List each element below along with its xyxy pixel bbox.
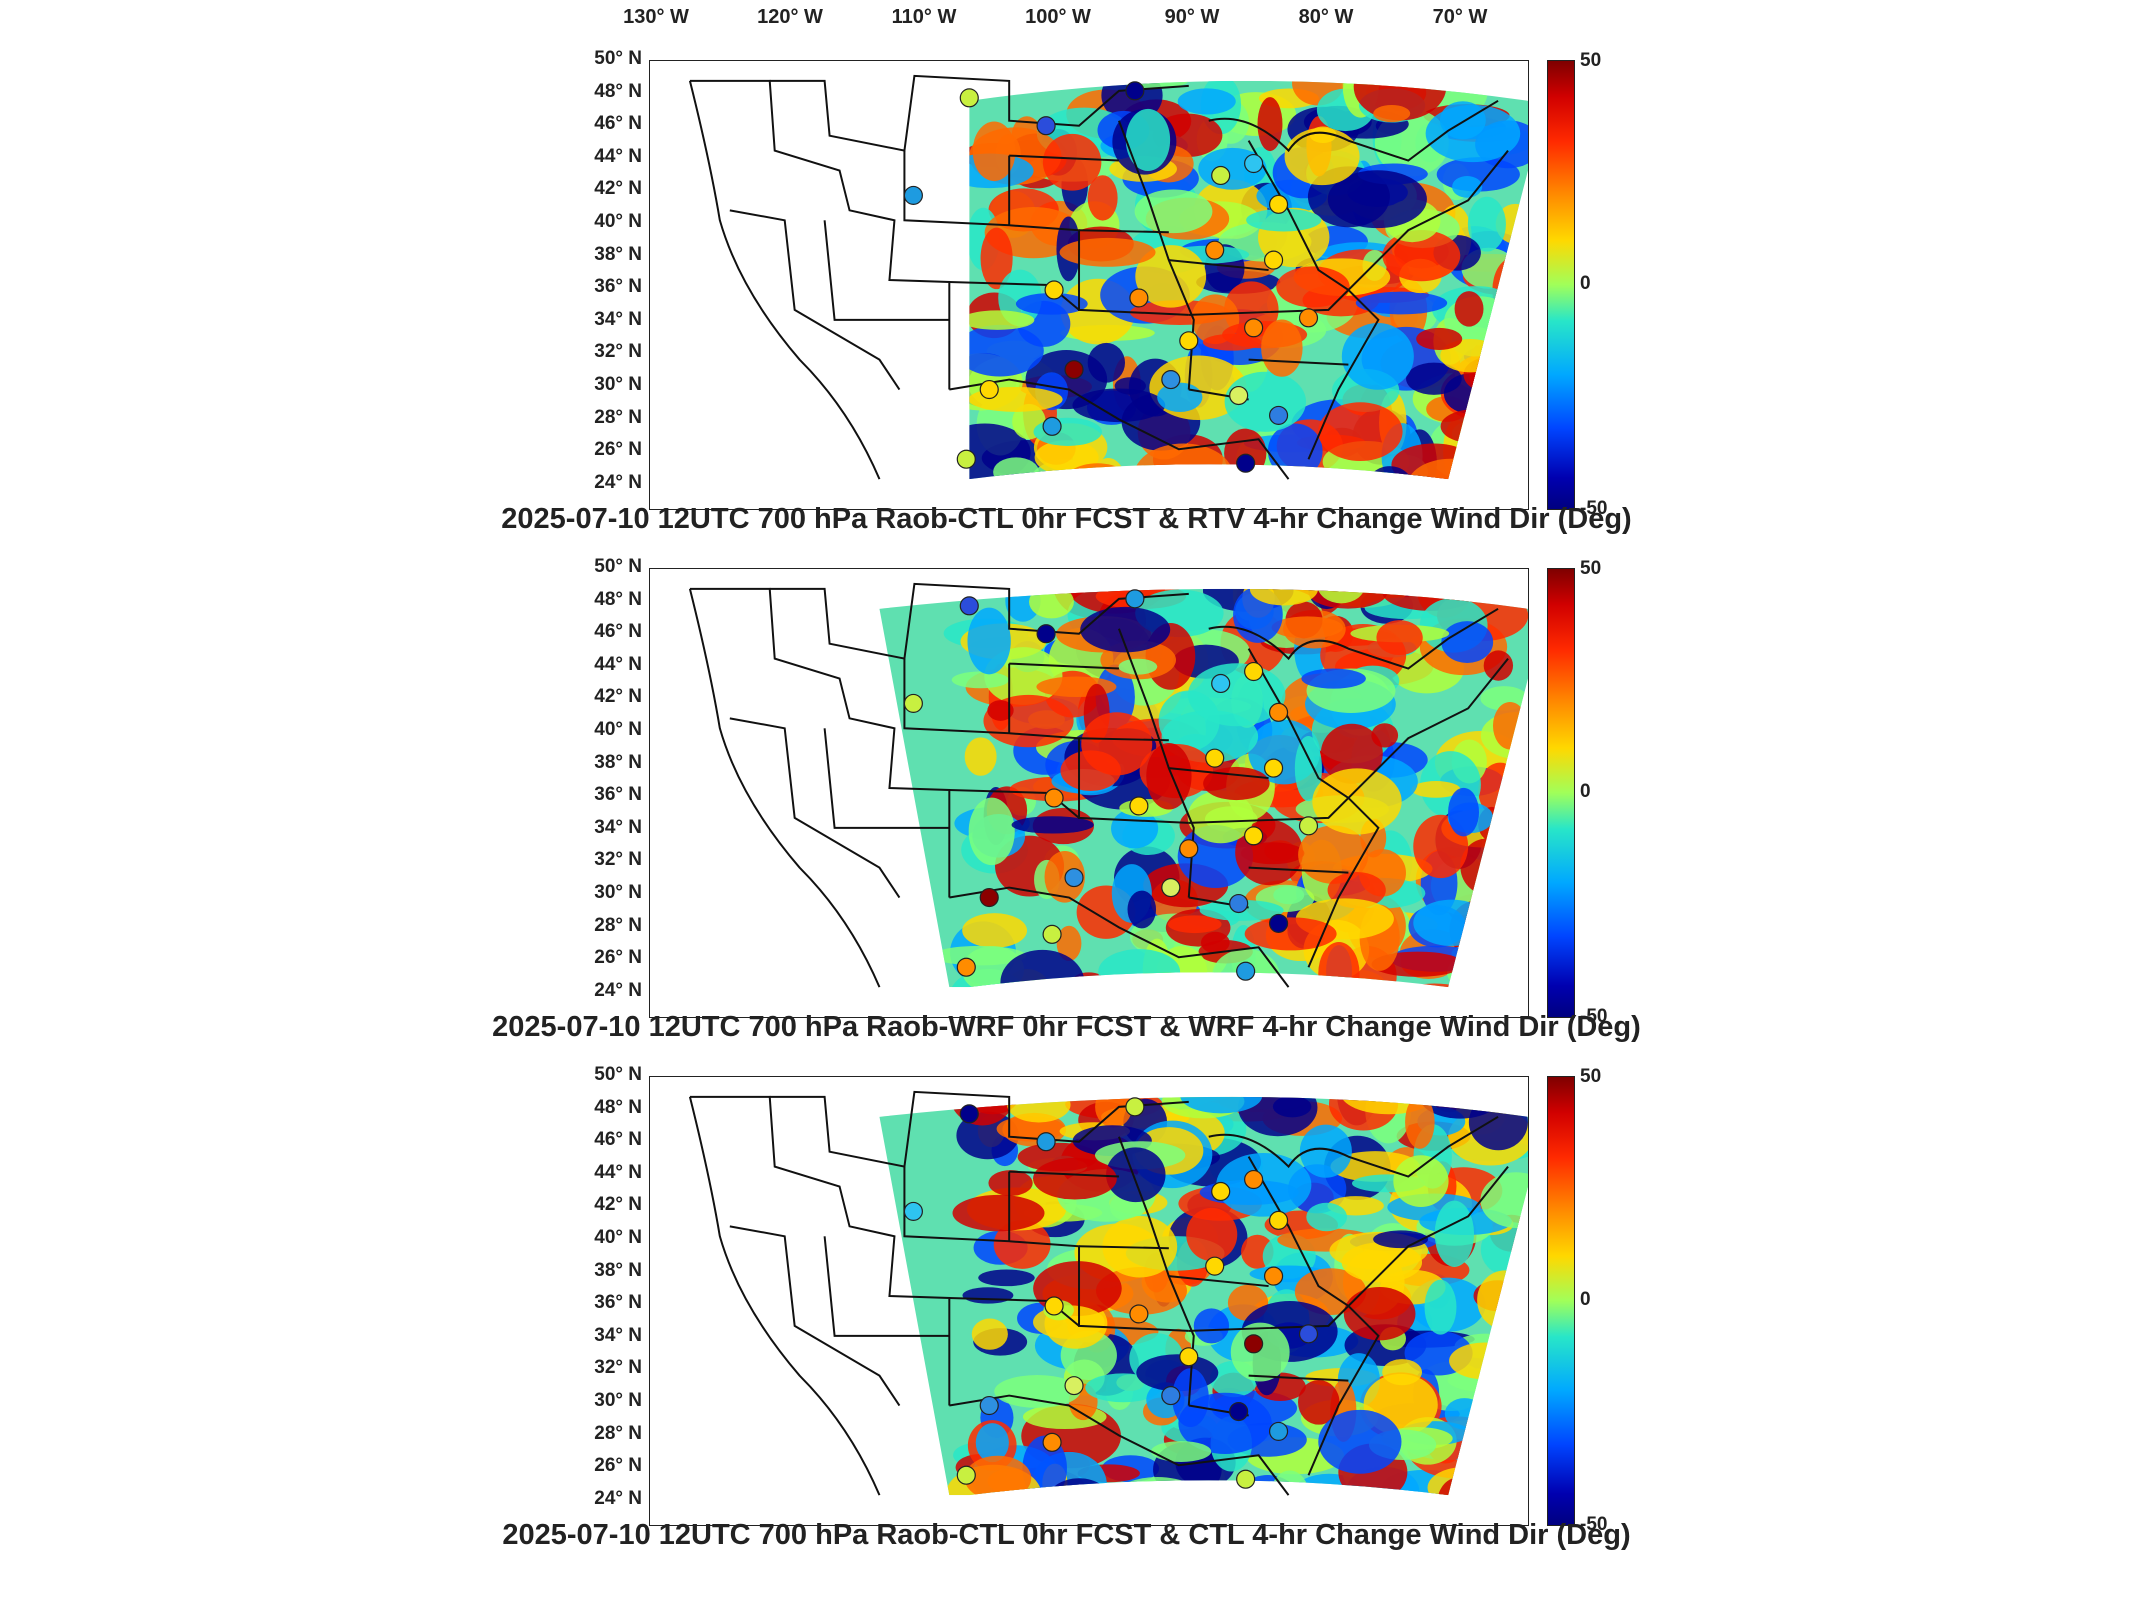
lat-label: 24° N [594,979,642,1001]
lat-label: 44° N [594,1161,642,1183]
wind-direction-field [879,1096,1528,1496]
lon-label-120w: 120° W [757,6,823,28]
lat-label: 48° N [594,1096,642,1118]
lat-label: 50° N [594,48,642,69]
lon-label-110w: 110° W [891,6,957,28]
lat-label: 46° N [594,1129,642,1151]
lat-label: 40° N [594,1227,642,1248]
lat-label: 26° N [594,439,642,461]
colorbar [1547,60,1575,510]
lat-label: 46° N [594,113,642,135]
lat-label: 42° N [594,1194,642,1216]
map-frame [649,568,1529,1018]
lat-label: 30° N [594,882,642,903]
lat-label: 30° N [594,1390,642,1411]
lat-label: 32° N [594,1357,642,1379]
wind-direction-field [879,588,1528,988]
lat-label: 42° N [594,686,642,708]
lat-label: 28° N [594,1422,642,1444]
lat-label: 38° N [594,243,642,265]
map-frame [649,60,1529,510]
lat-label: 32° N [594,849,642,871]
lat-label: 40° N [594,719,642,740]
lat-label: 38° N [594,751,642,773]
lat-label: 36° N [594,784,642,806]
lat-label: 38° N [594,1259,642,1281]
lat-label: 28° N [594,914,642,936]
lon-label-80w: 80° W [1298,6,1354,28]
map-svg [688,1090,1528,1496]
raob-observations [903,589,1319,981]
map-svg [688,582,1528,988]
lat-label: 34° N [594,816,642,838]
lat-label: 50° N [594,556,642,577]
colorbar-min: -50 [1580,1006,1608,1027]
colorbar-mid: 0 [1580,273,1591,294]
lat-label: 28° N [594,406,642,428]
colorbar-mid: 0 [1580,1289,1591,1310]
lat-label: 36° N [594,276,642,298]
lat-label: 24° N [594,1487,642,1509]
lat-label: 42° N [594,178,642,200]
colorbar-min: -50 [1580,1514,1608,1535]
state-boundaries [688,582,1509,988]
map-svg [688,74,1528,480]
colorbar-max: 50 [1580,558,1602,579]
lat-label: 26° N [594,947,642,969]
map-frame [649,1076,1529,1526]
lat-label: 36° N [594,1292,642,1314]
lat-label: 32° N [594,341,642,363]
raob-observations [903,81,1319,473]
panel-title: 2025-07-10 12UTC 700 hPa Raob-CTL 0hr FC… [502,1519,1631,1551]
lon-label-90w: 90° W [1164,6,1220,28]
lat-label: 48° N [594,588,642,610]
wind-direction-field [969,80,1528,480]
colorbar [1547,1076,1575,1526]
lat-label: 26° N [594,1455,642,1477]
lat-label: 40° N [594,211,642,232]
lat-label: 24° N [594,471,642,493]
lat-label: 34° N [594,308,642,330]
lat-label: 44° N [594,653,642,675]
colorbar-max: 50 [1580,1066,1602,1087]
lat-label: 50° N [594,1064,642,1085]
colorbar [1547,568,1575,1018]
raob-observations [903,1097,1319,1489]
colorbar-max: 50 [1580,50,1602,71]
colorbar-min: -50 [1580,498,1608,519]
lon-label-70w: 70° W [1432,6,1488,28]
lon-label-130w: 130° W [623,6,689,28]
panel-title: 2025-07-10 12UTC 700 hPa Raob-CTL 0hr FC… [501,503,1632,535]
lat-label: 46° N [594,621,642,643]
panel-title: 2025-07-10 12UTC 700 hPa Raob-WRF 0hr FC… [492,1011,1641,1043]
lat-label: 44° N [594,145,642,167]
state-boundaries [688,1090,1509,1496]
lat-label: 30° N [594,374,642,395]
lon-label-100w: 100° W [1025,6,1091,28]
colorbar-mid: 0 [1580,781,1591,802]
lat-label: 34° N [594,1324,642,1346]
lat-label: 48° N [594,80,642,102]
